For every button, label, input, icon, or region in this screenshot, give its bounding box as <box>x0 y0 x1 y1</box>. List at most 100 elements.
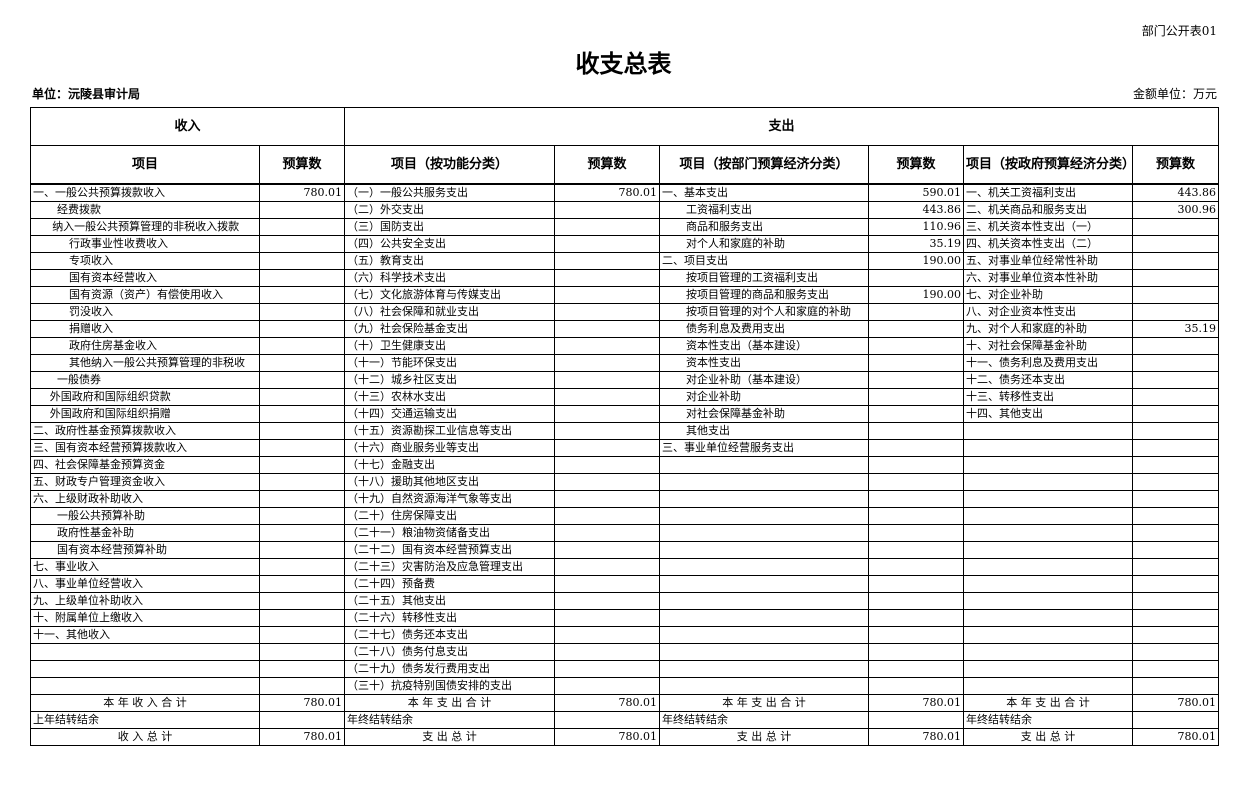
item-label: （十四）交通运输支出 <box>344 405 555 423</box>
table-row: 纳入一般公共预算管理的非税收入拨款 （三）国防支出 商品和服务支出 110.96 三、机… <box>30 218 1219 236</box>
budget-value <box>554 609 660 627</box>
budget-value <box>554 354 660 372</box>
item-label: 三、事业单位经营服务支出 <box>659 439 869 457</box>
expense-header: 支出 <box>344 107 1219 146</box>
item-label: （十一）节能环保支出 <box>344 354 555 372</box>
table-row: 外国政府和国际组织贷款 （十三）农林水支出 对企业补助 十三、转移性支出 <box>30 388 1219 406</box>
budget-value <box>554 269 660 287</box>
budget-value <box>868 337 964 355</box>
empty-cell <box>868 541 964 559</box>
table-row: 十、附属单位上缴收入 （二十六）转移性支出 <box>30 609 1219 627</box>
table-row: 国有资本经营收入 （六）科学技术支出 按项目管理的工资福利支出 六、对事业单位资本性补… <box>30 269 1219 287</box>
item-label: 十、附属单位上缴收入 <box>30 609 260 627</box>
empty-cell <box>259 643 345 661</box>
item-label: （二）外交支出 <box>344 201 555 219</box>
empty-cell <box>963 609 1133 627</box>
item-label: 九、上级单位补助收入 <box>30 592 260 610</box>
item-label: （二十二）国有资本经营预算支出 <box>344 541 555 559</box>
budget-value <box>1132 252 1219 270</box>
budget-value <box>554 677 660 695</box>
budget-value <box>554 558 660 576</box>
total-label: 本 年 支 出 合 计 <box>344 694 555 712</box>
item-label: 工资福利支出 <box>659 201 869 219</box>
item-label: （九）社会保险基金支出 <box>344 320 555 338</box>
budget-value <box>1132 303 1219 321</box>
budget-value: 110.96 <box>868 218 964 236</box>
item-label: 七、事业收入 <box>30 558 260 576</box>
budget-value <box>554 541 660 559</box>
budget-value <box>259 524 345 542</box>
empty-cell <box>963 490 1133 508</box>
table-row: 一般公共预算补助 （二十）住房保障支出 <box>30 507 1219 525</box>
item-label: 七、对企业补助 <box>963 286 1133 304</box>
budget-value <box>554 626 660 644</box>
empty-cell <box>1132 490 1219 508</box>
budget-value <box>554 592 660 610</box>
table-row: 其他纳入一般公共预算管理的非税收 （十一）节能环保支出 资本性支出 十一、债务利息及费… <box>30 354 1219 372</box>
item-label: 捐赠收入 <box>30 320 260 338</box>
total-label: 本 年 收 入 合 计 <box>30 694 260 712</box>
item-label: 资本性支出 <box>659 354 869 372</box>
footer-row: 本 年 收 入 合 计 780.01 本 年 支 出 合 计 780.01 本 年 支 … <box>30 694 1219 712</box>
empty-cell <box>1132 677 1219 695</box>
budget-value <box>259 422 345 440</box>
budget-value <box>554 252 660 270</box>
table-row: 国有资本经营预算补助 （二十二）国有资本经营预算支出 <box>30 541 1219 559</box>
table-row: 三、国有资本经营预算拨款收入 （十六）商业服务业等支出 三、事业单位经营服务支出 <box>30 439 1219 457</box>
table-row: （二十九）债务发行费用支出 <box>30 660 1219 678</box>
item-label: 一、一般公共预算拨款收入 <box>30 183 260 202</box>
table-row: 行政事业性收费收入 （四）公共安全支出 对个人和家庭的补助 35.19 四、机关资本性支… <box>30 235 1219 253</box>
empty-cell <box>963 524 1133 542</box>
total-value <box>1132 711 1219 729</box>
budget-value: 35.19 <box>868 235 964 253</box>
empty-cell <box>963 677 1133 695</box>
table-row: 七、事业收入 （二十三）灾害防治及应急管理支出 <box>30 558 1219 576</box>
item-label: （二十七）债务还本支出 <box>344 626 555 644</box>
budget-value <box>259 235 345 253</box>
budget-value <box>259 218 345 236</box>
empty-cell <box>259 660 345 678</box>
empty-cell <box>963 558 1133 576</box>
empty-cell <box>1132 660 1219 678</box>
empty-cell <box>30 643 260 661</box>
item-label: 按项目管理的商品和服务支出 <box>659 286 869 304</box>
empty-cell <box>868 524 964 542</box>
item-label: （十八）援助其他地区支出 <box>344 473 555 491</box>
empty-cell <box>1132 558 1219 576</box>
budget-table: 收入 支出 项目 预算数 项目（按功能分类） 预算数 项目（按部门预算经济分类） 预算数 项目… <box>30 107 1219 746</box>
table-row: 八、事业单位经营收入 （二十四）预备费 <box>30 575 1219 593</box>
item-label: （十六）商业服务业等支出 <box>344 439 555 457</box>
budget-value <box>868 405 964 423</box>
item-label: （六）科学技术支出 <box>344 269 555 287</box>
budget-value <box>554 235 660 253</box>
empty-cell <box>659 660 869 678</box>
budget-value <box>554 320 660 338</box>
empty-cell <box>963 422 1133 440</box>
item-label: （二十六）转移性支出 <box>344 609 555 627</box>
empty-cell <box>659 541 869 559</box>
total-label: 本 年 支 出 合 计 <box>659 694 869 712</box>
empty-cell <box>868 473 964 491</box>
empty-cell <box>963 456 1133 474</box>
empty-cell <box>659 456 869 474</box>
column-header: 预算数 <box>554 145 660 185</box>
budget-value: 300.96 <box>1132 201 1219 219</box>
column-header: 预算数 <box>1132 145 1219 185</box>
column-header: 预算数 <box>259 145 345 185</box>
item-label: （二十三）灾害防治及应急管理支出 <box>344 558 555 576</box>
total-label: 年终结转结余 <box>344 711 555 729</box>
item-label: （四）公共安全支出 <box>344 235 555 253</box>
item-label: 对企业补助 <box>659 388 869 406</box>
item-label: 外国政府和国际组织捐赠 <box>30 405 260 423</box>
table-row: 四、社会保障基金预算资金 （十七）金融支出 <box>30 456 1219 474</box>
table-row: 捐赠收入 （九）社会保险基金支出 债务利息及费用支出 九、对个人和家庭的补助 35.19 <box>30 320 1219 338</box>
budget-value <box>868 303 964 321</box>
item-label: （八）社会保障和就业支出 <box>344 303 555 321</box>
budget-value <box>554 575 660 593</box>
item-label: 九、对个人和家庭的补助 <box>963 320 1133 338</box>
budget-value <box>259 541 345 559</box>
empty-cell <box>868 677 964 695</box>
empty-cell <box>868 490 964 508</box>
item-label: （一）一般公共服务支出 <box>344 183 555 202</box>
empty-cell <box>963 439 1133 457</box>
